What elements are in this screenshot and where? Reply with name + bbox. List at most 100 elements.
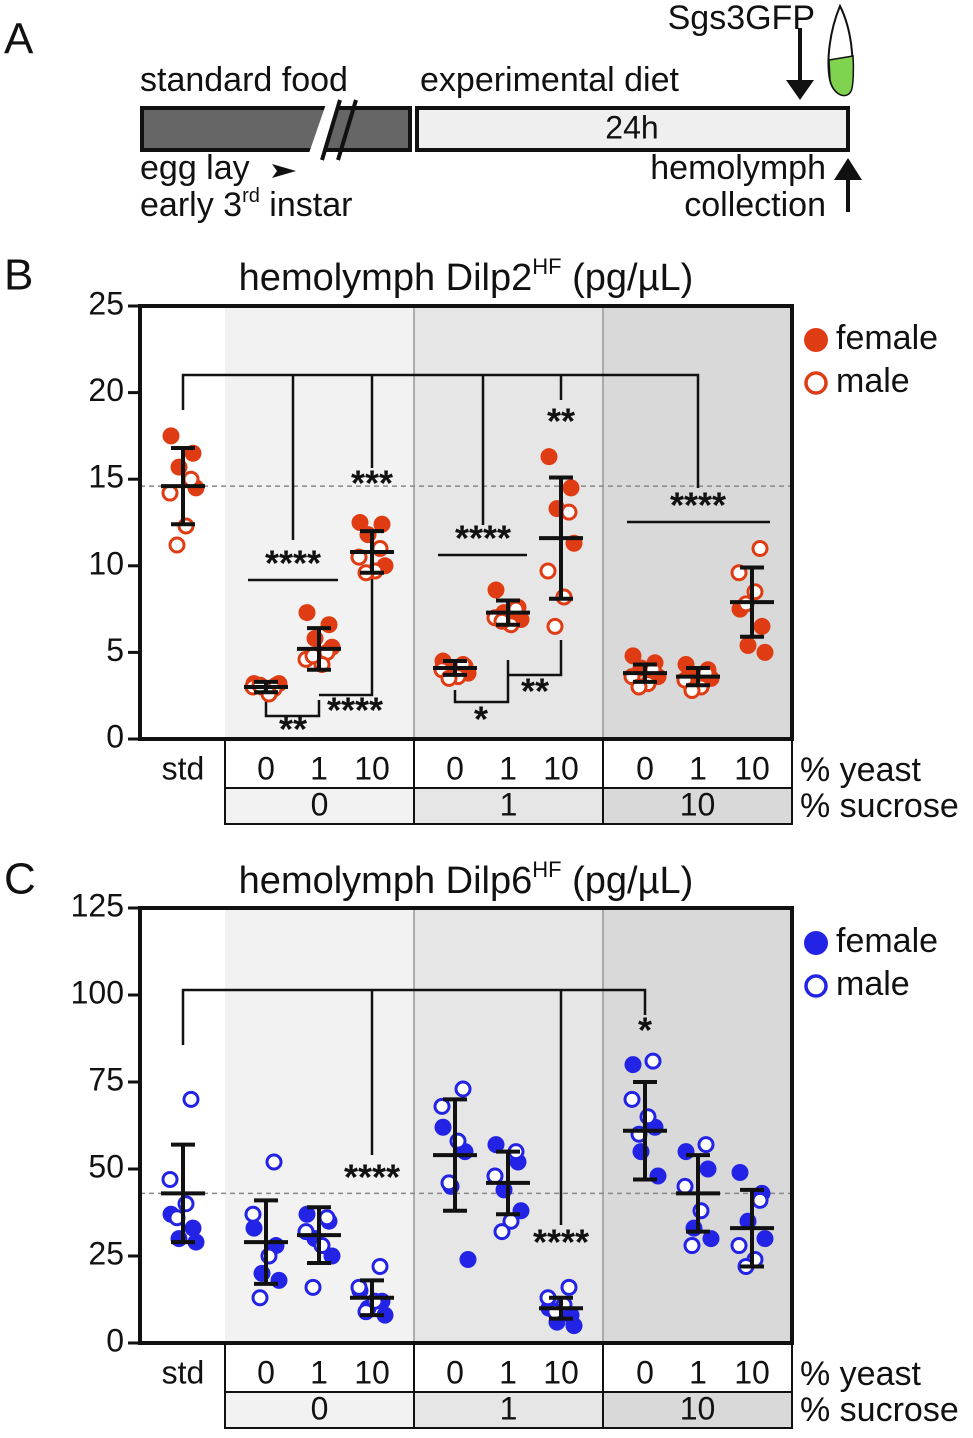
significance-bracket (264, 700, 321, 718)
data-point (486, 1167, 504, 1185)
data-point (454, 1080, 472, 1098)
data-point (546, 617, 564, 635)
diagram-label: hemolymph (650, 149, 826, 187)
data-point (161, 1170, 179, 1188)
group-box (224, 1391, 415, 1429)
data-point (739, 636, 757, 654)
data-point (162, 427, 180, 445)
group-box (602, 787, 793, 825)
data-point (624, 647, 642, 665)
data-point (565, 1317, 583, 1335)
title-text: hemolymph Dilp6 (239, 860, 533, 902)
significance-label: ** (547, 401, 575, 442)
data-point (245, 1219, 263, 1237)
y-tick-label: 75 (88, 1061, 124, 1097)
data-point (649, 1167, 667, 1185)
significance-label: **** (670, 485, 726, 526)
significance-label: **** (327, 690, 383, 731)
y-tick-label: 50 (88, 1148, 124, 1184)
legend-marker (804, 931, 828, 955)
x-tick-label: 10 (543, 750, 579, 786)
x-tick-label: 1 (499, 750, 517, 786)
plot-frame (138, 906, 794, 1345)
data-point (751, 1191, 769, 1209)
text-part: instar (260, 186, 353, 224)
significance-bracket (181, 373, 700, 488)
x-tick-label: 1 (310, 750, 328, 786)
data-point (539, 562, 557, 580)
data-point (434, 1118, 452, 1136)
data-point (493, 1223, 511, 1241)
data-point (644, 1052, 662, 1070)
x-tick-label: 0 (257, 1354, 275, 1390)
group-background (603, 908, 792, 1343)
significance-label: **** (265, 543, 321, 584)
diet-bar (415, 106, 850, 152)
y-tick-label: 5 (106, 632, 124, 668)
x-tick-label: 10 (354, 1354, 390, 1390)
superscript: rd (242, 185, 260, 207)
significance-bracket (181, 988, 647, 1045)
data-point (459, 1250, 477, 1268)
y-tick-label: 100 (71, 974, 124, 1010)
data-point (677, 1143, 695, 1161)
group-label: 10 (680, 786, 716, 822)
data-point (697, 1136, 715, 1154)
legend-label: female (836, 922, 938, 960)
data-point (318, 1209, 336, 1227)
group-box (602, 1391, 793, 1429)
x-tick-label: 10 (734, 750, 770, 786)
data-point (433, 1097, 451, 1115)
x-tick-label: 0 (636, 750, 654, 786)
legend-label: male (836, 965, 910, 1003)
data-point (187, 1233, 205, 1251)
y-tick-label: 20 (88, 372, 124, 408)
y-tick-label: 15 (88, 459, 124, 495)
data-point (251, 1289, 269, 1307)
data-point (184, 1219, 202, 1237)
panel-label: C (4, 855, 36, 904)
title-text: (pg/µL) (562, 860, 694, 902)
data-point (265, 1153, 283, 1171)
data-point (540, 448, 558, 466)
significance-label: ** (279, 709, 307, 750)
y-tick-label: 10 (88, 545, 124, 581)
data-point (676, 1177, 694, 1195)
significance-label: * (638, 1010, 652, 1051)
data-point (298, 604, 316, 622)
data-point (182, 470, 200, 488)
group-axis-label: % sucrose (800, 1391, 959, 1429)
x-tick-label: 0 (446, 750, 464, 786)
break-gap (308, 104, 340, 156)
data-point (730, 1237, 748, 1255)
data-point (756, 643, 774, 661)
data-point (168, 536, 186, 554)
legend-marker (804, 974, 828, 998)
gland-gfp (828, 55, 855, 97)
break-line (336, 99, 358, 161)
significance-label: **** (533, 1222, 589, 1263)
group-label: 0 (311, 1390, 329, 1426)
legend-label: female (836, 319, 938, 357)
data-point (683, 1237, 701, 1255)
title-superscript: HF (532, 254, 561, 279)
standard-food-bar (140, 106, 412, 152)
chart-title: hemolymph Dilp2HF (pg/µL) (239, 254, 694, 299)
x-tick-label: 1 (689, 1354, 707, 1390)
data-point (624, 1056, 642, 1074)
x-tick-label: 1 (310, 1354, 328, 1390)
arrow-head (786, 80, 814, 100)
x-tick-label: 0 (257, 750, 275, 786)
title-text: hemolymph Dilp2 (239, 257, 533, 299)
category-box (224, 739, 793, 824)
legend-marker (804, 328, 828, 352)
group-label: 10 (680, 1390, 716, 1426)
y-tick-label: 0 (106, 718, 124, 754)
y-tick-label: 0 (106, 1322, 124, 1358)
significance-label: ** (521, 671, 549, 712)
data-point (371, 1257, 389, 1275)
data-point (753, 617, 771, 635)
arrow-head (834, 158, 862, 180)
